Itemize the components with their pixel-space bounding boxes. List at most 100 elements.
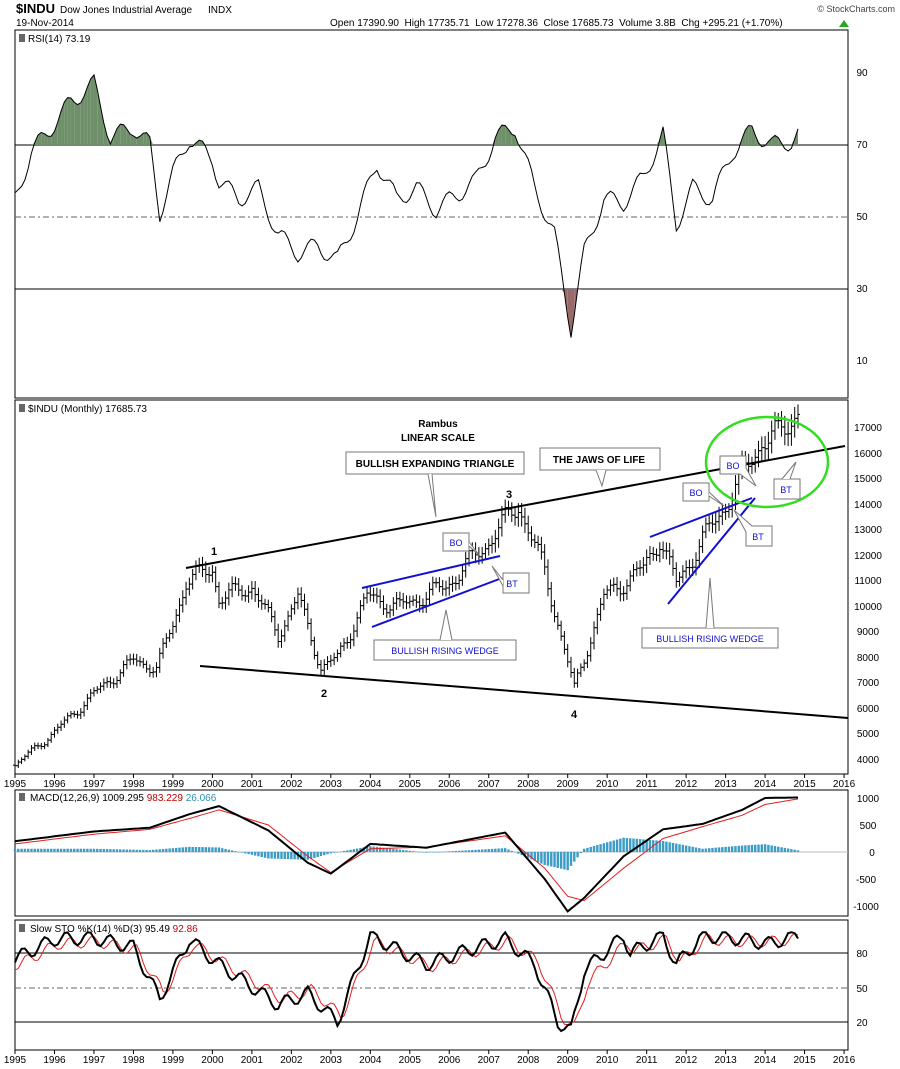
macd-hist-bar — [530, 852, 533, 860]
macd-hist-bar — [497, 848, 500, 852]
price-tick: 5000 — [857, 729, 880, 740]
macd-hist-bar — [402, 849, 405, 852]
rsi-overbought-fill — [44, 133, 48, 145]
macd-hist-bar — [89, 848, 92, 852]
pivot-4: 4 — [571, 709, 578, 721]
macd-hist-bar — [155, 849, 158, 852]
macd-hist-bar — [128, 849, 132, 852]
rsi-overbought-fill — [495, 129, 499, 145]
macd-hist-bar — [178, 847, 181, 852]
macd-hist-bar — [267, 852, 270, 859]
rsi-overbought-fill — [54, 121, 58, 145]
macd-hist-bar — [675, 843, 678, 852]
macd-hist-bar — [119, 849, 122, 852]
lower-trendline — [199, 665, 849, 719]
rsi-overbought-fill — [498, 125, 502, 145]
macd-hist-bar — [211, 847, 214, 852]
year-label: 1996 — [43, 779, 66, 790]
rsi-overbought-fill — [140, 133, 144, 145]
year-label: 2000 — [201, 779, 224, 790]
macd-hist-value: 26.066 — [186, 793, 217, 804]
macd-hist-bar — [221, 848, 224, 852]
rsi-overbought-fill — [38, 132, 42, 145]
macd-hist-bar — [737, 845, 740, 852]
year-label: 2002 — [280, 1055, 303, 1066]
year-label: 2015 — [793, 1055, 816, 1066]
year-label: 2001 — [241, 779, 264, 790]
macd-hist-bar — [609, 841, 612, 852]
macd-signal-value: 983.229 — [147, 793, 184, 804]
macd-panel: MACD(12,26,9) 1009.295 983.229 26.066 10… — [13, 789, 880, 917]
macd-hist-bar — [303, 852, 306, 860]
price-tick: 4000 — [857, 755, 880, 766]
macd-hist-bar — [540, 852, 543, 864]
macd-hist-bar — [546, 852, 550, 866]
macd-hist-bar — [727, 846, 731, 852]
year-label: 2006 — [438, 779, 461, 790]
macd-hist-bar — [86, 848, 89, 852]
macd-hist-bar — [280, 852, 283, 859]
ohlc-readout: Open 17390.90 High 17735.71 Low 17278.36… — [330, 18, 783, 29]
macd-hist-bar — [513, 852, 517, 853]
sto-label: Slow STO %K(14) %D(3) 95.49 92.86 — [30, 924, 198, 935]
rsi-panel: RSI(14) 73.19 90 70 50 30 10 — [14, 29, 868, 399]
scale-label: LINEAR SCALE — [401, 433, 475, 444]
rsi-overbought-fill — [84, 87, 88, 145]
bo-label: BO — [726, 461, 739, 471]
rsi-overbought-fill — [61, 102, 65, 145]
price-tick: 8000 — [857, 653, 880, 664]
callout-pointer — [427, 473, 437, 518]
sto-label-name: Slow STO %K(14) %D(3) — [30, 924, 142, 935]
macd-hist-bar — [770, 845, 773, 852]
macd-hist-bar — [30, 848, 33, 852]
macd-hist-bar — [428, 852, 431, 853]
macd-hist-bar — [63, 848, 66, 852]
year-label: 2008 — [517, 779, 540, 790]
macd-hist-bar — [188, 846, 191, 852]
macd-hist-bar — [543, 852, 546, 865]
macd-hist-bar — [747, 845, 750, 852]
macd-hist-bar — [125, 849, 129, 852]
macd-hist-bar — [194, 846, 198, 852]
year-label: 1998 — [122, 779, 145, 790]
macd-hist-bar — [490, 848, 494, 852]
year-axis-bottom: 1995 1996 1997 1998 1999 2000 2001 2002 2003 2004… — [4, 1050, 856, 1066]
year-label: 1999 — [162, 1055, 185, 1066]
macd-hist-bar — [569, 852, 573, 866]
macd-hist-bar — [372, 846, 375, 852]
macd-hist-bar — [286, 852, 290, 860]
macd-hist-bar — [615, 839, 619, 852]
callout-pointer — [708, 491, 725, 507]
sto-k-value: 95.49 — [145, 924, 170, 935]
macd-hist-bar — [230, 850, 234, 852]
macd-hist-bar — [273, 852, 277, 859]
macd-hist-bar — [523, 852, 527, 857]
macd-hist-bar — [507, 849, 510, 852]
macd-hist-bar — [13, 848, 17, 852]
macd-hist-bar — [408, 850, 411, 852]
price-marker-icon — [19, 404, 25, 412]
macd-hist-bar — [207, 847, 211, 852]
price-tick: 12000 — [854, 551, 882, 562]
macd-hist-bar — [576, 852, 579, 858]
macd-hist-bar — [421, 852, 425, 853]
macd-hist-bar — [359, 847, 362, 852]
macd-hist-bar — [596, 845, 599, 852]
macd-hist-bar — [767, 844, 770, 852]
macd-hist-bar — [339, 851, 342, 853]
macd-hist-bar — [405, 850, 408, 852]
macd-hist-bar — [270, 852, 273, 859]
macd-hist-bar — [520, 852, 523, 856]
year-label: 1995 — [4, 1055, 27, 1066]
macd-hist-bar — [441, 851, 444, 853]
macd-hist-bar — [550, 852, 553, 867]
price-tick: 17000 — [854, 423, 882, 434]
macd-hist-bar — [115, 849, 119, 852]
macd-hist-bar — [586, 847, 589, 852]
macd-hist-bar — [171, 848, 175, 852]
macd-hist-bar — [579, 852, 583, 854]
macd-value: 1009.295 — [102, 793, 144, 804]
price-tick: 7000 — [857, 678, 880, 689]
macd-hist-bar — [224, 848, 227, 852]
macd-hist-bar — [684, 845, 688, 852]
